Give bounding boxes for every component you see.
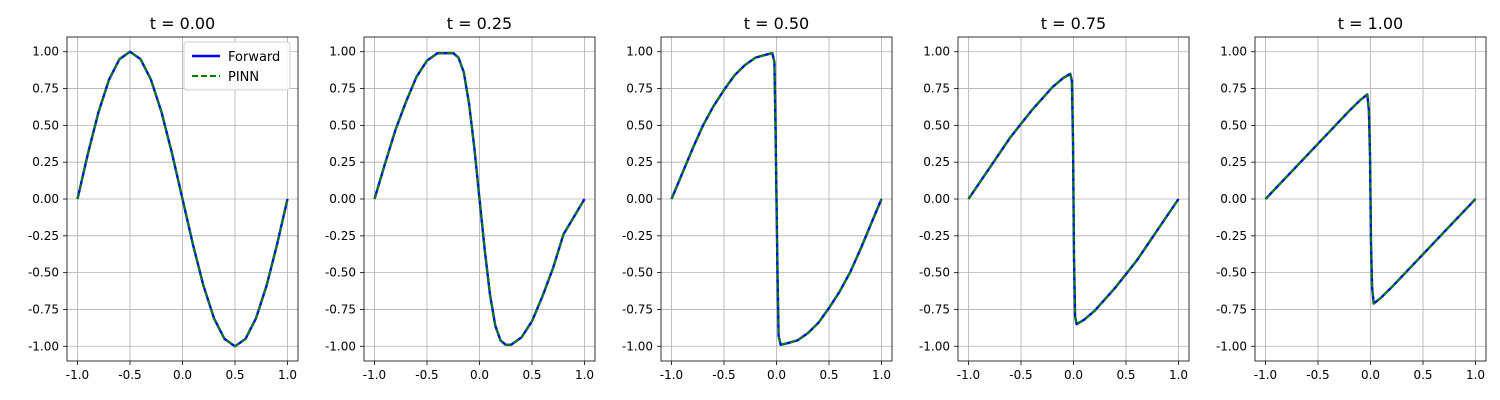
x-tick-label: 0.5 bbox=[1413, 368, 1432, 382]
y-tick-label: 0.50 bbox=[32, 118, 59, 132]
y-tick-label: -0.25 bbox=[622, 229, 653, 243]
x-tick-label: 1.0 bbox=[872, 368, 891, 382]
x-tick-label: 0.0 bbox=[470, 368, 489, 382]
y-tick-label: -0.50 bbox=[28, 266, 59, 280]
x-tick-label: 0.5 bbox=[819, 368, 838, 382]
y-tick-label: 1.00 bbox=[32, 45, 59, 59]
y-tick-label: 1.00 bbox=[1220, 45, 1247, 59]
x-tick-label: -0.5 bbox=[1306, 368, 1329, 382]
y-tick-label: -0.75 bbox=[28, 302, 59, 316]
x-tick-label: -0.5 bbox=[415, 368, 438, 382]
subplot-title: t = 0.25 bbox=[447, 14, 512, 33]
x-tick-label: -0.5 bbox=[1009, 368, 1032, 382]
x-tick-label: 1.0 bbox=[278, 368, 297, 382]
y-tick-label: -0.75 bbox=[622, 302, 653, 316]
y-tick-label: -0.50 bbox=[919, 266, 950, 280]
y-tick-label: -0.75 bbox=[1216, 302, 1247, 316]
x-tick-label: 0.5 bbox=[522, 368, 541, 382]
y-tick-label: 1.00 bbox=[626, 45, 653, 59]
y-tick-label: -0.75 bbox=[325, 302, 356, 316]
axes-frame bbox=[660, 36, 893, 362]
y-tick-label: 0.25 bbox=[32, 155, 59, 169]
x-tick-label: 0.5 bbox=[225, 368, 244, 382]
legend-label: Forward bbox=[228, 50, 280, 65]
y-tick-label: -0.25 bbox=[1216, 229, 1247, 243]
y-tick-label: -1.00 bbox=[919, 339, 950, 353]
subplot-4: t = 1.00 -1.0 -0.5 0.0 0.5 1.0 1.00 0.75 0.50 0.2… bbox=[1216, 14, 1487, 382]
y-tick-label: 0.75 bbox=[626, 82, 653, 96]
subplot-title: t = 0.75 bbox=[1041, 14, 1106, 33]
x-tick-label: 0.0 bbox=[173, 368, 192, 382]
y-tick-label: 0.00 bbox=[1220, 192, 1247, 206]
y-tick-label: -0.25 bbox=[28, 229, 59, 243]
series-line-pinn bbox=[670, 52, 883, 346]
y-tick-label: 1.00 bbox=[329, 45, 356, 59]
x-tick-label: -1.0 bbox=[660, 368, 683, 382]
y-tick-label: 0.75 bbox=[32, 82, 59, 96]
subplot-0: t = 0.00 -1.0 -0.5 0.0 0.5 1.0 1.00 0.75 0.50 0.2… bbox=[28, 14, 299, 382]
axes-frame bbox=[1254, 36, 1487, 362]
x-tick-label: 1.0 bbox=[1169, 368, 1188, 382]
x-tick-label: 0.5 bbox=[1116, 368, 1135, 382]
x-tick-label: 0.0 bbox=[767, 368, 786, 382]
y-tick-label: 0.75 bbox=[329, 82, 356, 96]
y-tick-label: -0.25 bbox=[919, 229, 950, 243]
x-tick-label: -0.5 bbox=[712, 368, 735, 382]
y-tick-label: 0.00 bbox=[329, 192, 356, 206]
y-tick-label: 0.25 bbox=[923, 155, 950, 169]
y-tick-label: 0.75 bbox=[1220, 82, 1247, 96]
x-tick-label: -1.0 bbox=[363, 368, 386, 382]
legend-box bbox=[183, 41, 291, 91]
y-tick-label: -1.00 bbox=[1216, 339, 1247, 353]
x-tick-label: 1.0 bbox=[1466, 368, 1485, 382]
y-tick-label: 0.25 bbox=[1220, 155, 1247, 169]
subplot-title: t = 1.00 bbox=[1338, 14, 1403, 33]
subplot-title: t = 0.50 bbox=[744, 14, 809, 33]
y-tick-label: -0.50 bbox=[1216, 266, 1247, 280]
y-tick-label: -1.00 bbox=[622, 339, 653, 353]
y-tick-label: -0.50 bbox=[622, 266, 653, 280]
axes-frame bbox=[957, 36, 1190, 362]
x-tick-label: -0.5 bbox=[118, 368, 141, 382]
subplot-2: t = 0.50 -1.0 -0.5 0.0 0.5 1.0 1.00 0.75 0.50 0.2… bbox=[622, 14, 893, 382]
y-tick-label: 0.00 bbox=[626, 192, 653, 206]
legend-label: PINN bbox=[228, 70, 259, 85]
x-tick-label: 1.0 bbox=[575, 368, 594, 382]
y-tick-label: -1.00 bbox=[325, 339, 356, 353]
y-tick-label: 1.00 bbox=[923, 45, 950, 59]
y-tick-label: 0.50 bbox=[1220, 118, 1247, 132]
y-tick-label: 0.00 bbox=[923, 192, 950, 206]
axes-frame bbox=[66, 36, 299, 362]
series-line-pinn bbox=[1264, 93, 1477, 305]
y-tick-label: 0.50 bbox=[329, 118, 356, 132]
y-tick-label: 0.00 bbox=[32, 192, 59, 206]
y-tick-label: 0.50 bbox=[626, 118, 653, 132]
legend: Forward PINN bbox=[183, 41, 291, 91]
x-tick-label: 0.0 bbox=[1361, 368, 1380, 382]
x-tick-label: -1.0 bbox=[957, 368, 980, 382]
x-tick-label: -1.0 bbox=[1254, 368, 1277, 382]
y-tick-label: -0.50 bbox=[325, 266, 356, 280]
y-tick-label: -0.25 bbox=[325, 229, 356, 243]
y-tick-label: 0.75 bbox=[923, 82, 950, 96]
y-tick-label: -1.00 bbox=[28, 339, 59, 353]
x-tick-label: 0.0 bbox=[1064, 368, 1083, 382]
y-tick-label: 0.25 bbox=[329, 155, 356, 169]
subplot-3: t = 0.75 -1.0 -0.5 0.0 0.5 1.0 1.00 0.75 0.50 0.2… bbox=[919, 14, 1190, 382]
y-tick-label: -0.75 bbox=[919, 302, 950, 316]
axes-frame bbox=[363, 36, 596, 362]
y-tick-label: 0.50 bbox=[923, 118, 950, 132]
series-line-pinn bbox=[373, 52, 586, 346]
x-tick-label: -1.0 bbox=[66, 368, 89, 382]
subplot-1: t = 0.25 -1.0 -0.5 0.0 0.5 1.0 1.00 0.75 0.50 0.2… bbox=[325, 14, 596, 382]
y-tick-label: 0.25 bbox=[626, 155, 653, 169]
subplot-title: t = 0.00 bbox=[150, 14, 215, 33]
series-line-pinn bbox=[76, 50, 289, 348]
series-line-pinn bbox=[967, 72, 1180, 326]
